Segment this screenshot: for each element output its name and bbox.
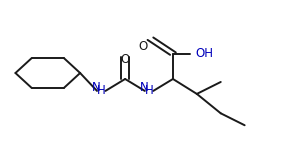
Text: H: H [145, 84, 153, 97]
Text: O: O [138, 40, 148, 53]
Text: OH: OH [195, 47, 214, 60]
Text: H: H [97, 84, 106, 97]
Text: N: N [92, 81, 101, 94]
Text: N: N [140, 81, 148, 94]
Text: O: O [120, 53, 130, 66]
